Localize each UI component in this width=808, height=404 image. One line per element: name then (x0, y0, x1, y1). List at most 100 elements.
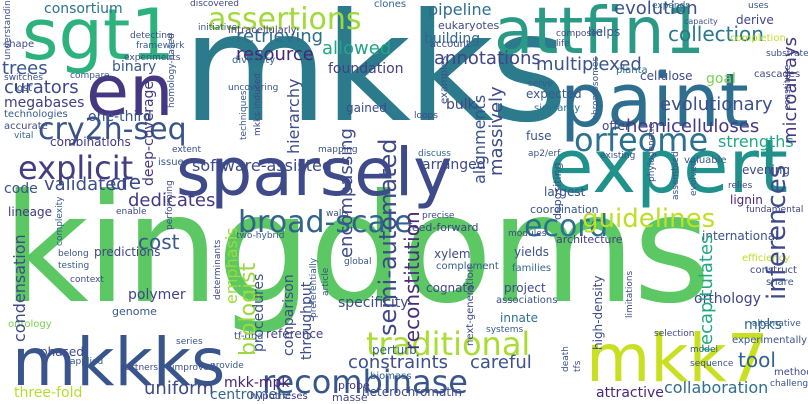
word-heterochromatin: heterochromatin (362, 385, 462, 399)
word-enable: enable (116, 207, 147, 217)
word-share: share (766, 277, 794, 288)
word-cellulose: cellulose (640, 69, 693, 83)
word-associations: associations (496, 295, 558, 306)
word-helps: helps (588, 25, 621, 39)
word-cre: cre (110, 170, 142, 194)
word-serve: serve (528, 79, 553, 89)
word-partners: partners (120, 363, 159, 373)
word-shape: shape (4, 39, 35, 50)
word-discuss: discuss (418, 149, 451, 159)
word-pipeline: pipeline (428, 0, 492, 19)
word-goal: goal (706, 71, 736, 87)
word-consortium: consortium (44, 1, 123, 17)
word-architecture: architecture (556, 233, 623, 246)
word-model: model (690, 345, 719, 355)
word-cognate: cognate (426, 281, 475, 295)
word-global: global (344, 257, 372, 267)
word-limitations: limitations (625, 270, 635, 318)
word-alignments: alignments (470, 94, 489, 184)
word-strengths: strengths (718, 132, 794, 151)
word-inferences: inferences (762, 164, 792, 300)
word-fuse: fuse (526, 129, 552, 143)
word-cry2h-seq: cry2h-seq (38, 112, 187, 147)
word-fundamental: fundamental (746, 205, 804, 215)
word-switches: switches (4, 73, 43, 83)
word-capacity: capacity (684, 17, 718, 26)
word-evolutionary: evolutionary (660, 94, 773, 115)
word-methods: methods (774, 367, 808, 378)
word-largest: largest (544, 185, 586, 199)
word-offer: offer (602, 119, 630, 133)
word-annotations: annotations (434, 48, 541, 69)
word-binary: binary (112, 59, 157, 75)
word-techniques: techniques (239, 90, 249, 140)
word-families: families (512, 263, 552, 274)
word-preferentially: preferentially (309, 257, 319, 318)
word-traditional: traditional (366, 325, 531, 363)
word-collection: collection (668, 22, 764, 46)
word-foundation: foundation (328, 61, 404, 77)
word-lineage: lineage (8, 205, 53, 219)
word-xylem: xylem (434, 247, 471, 261)
word-expands: expands (652, 1, 691, 11)
word-kingdoms: kingdoms (2, 163, 711, 337)
word-combinations: combinations (50, 135, 131, 149)
word-mapping: mapping (318, 145, 358, 155)
word-procedures: procedures (251, 273, 267, 352)
word-mkkks: mkkks (12, 324, 226, 401)
word-uniform: uniform (144, 378, 214, 399)
word-valuable: valuable (684, 155, 727, 166)
word-ecord: ecord (524, 209, 609, 244)
word-derive: derive (736, 13, 774, 27)
word-context: context (70, 275, 104, 285)
word-walls: walls (326, 209, 349, 219)
word-software-assisted: software-assisted (192, 156, 333, 175)
word-bulk: bulk (446, 97, 476, 113)
word-examples: examples (439, 55, 450, 104)
word-complement: complement (436, 261, 499, 272)
word-phased: phased (40, 345, 84, 359)
word-provide: provide (210, 361, 244, 371)
word-one-third: one-third (88, 109, 152, 125)
word-planta: planta (616, 65, 648, 76)
word-hypotheses: hypotheses (250, 391, 308, 402)
word-deep-coverage: deep-coverage (141, 80, 157, 186)
word-probe: probe (338, 379, 370, 392)
word-lignin: lignin (730, 193, 763, 207)
word-polymer: polymer (128, 287, 186, 303)
word-detecting: detecting (130, 31, 173, 41)
word-tf-dna: tf-dna (234, 331, 264, 342)
word-experiments: experiments (124, 53, 181, 63)
word-expected: expected (526, 87, 582, 101)
word-retrieving: retrieving (236, 26, 324, 47)
word-high-density: high-density (591, 275, 605, 351)
word-reconstitution: reconstitution (400, 211, 424, 350)
word-chromosomes: chromosomes (591, 56, 601, 120)
word-attractive: attractive (596, 385, 664, 401)
word-assembled: assembled (671, 151, 681, 200)
word-existing: existing (600, 151, 636, 161)
word-paint: paint (560, 58, 749, 144)
word-vital: vital (14, 131, 34, 141)
word-initiative: initiative (198, 23, 238, 33)
word-international: international (702, 229, 779, 243)
word-perturb: perturb (372, 343, 417, 357)
word-allowed: allowed (322, 38, 392, 59)
word-explicit: explicit (18, 149, 134, 187)
word-account: account (430, 39, 470, 50)
word-understanding: understanding (3, 0, 13, 60)
word-technologies: technologies (4, 109, 68, 120)
word-recombinase: recombinase (262, 363, 468, 401)
word-complexity: complexity (55, 196, 65, 247)
word-composed: composed (556, 29, 603, 39)
word-arranged: arranged (422, 157, 486, 173)
word-loops: loops (414, 111, 438, 121)
word-mkks-induced: mkks-induced (253, 73, 263, 136)
word-mkk7: mkk7 (586, 320, 769, 397)
word-issue: issue (158, 157, 184, 168)
word-death: death (561, 346, 571, 372)
word-constraints: constraints (348, 352, 449, 373)
word-applied: applied (70, 357, 104, 367)
word-evolved: evolved (689, 160, 699, 196)
word-evening: evening (742, 163, 791, 177)
